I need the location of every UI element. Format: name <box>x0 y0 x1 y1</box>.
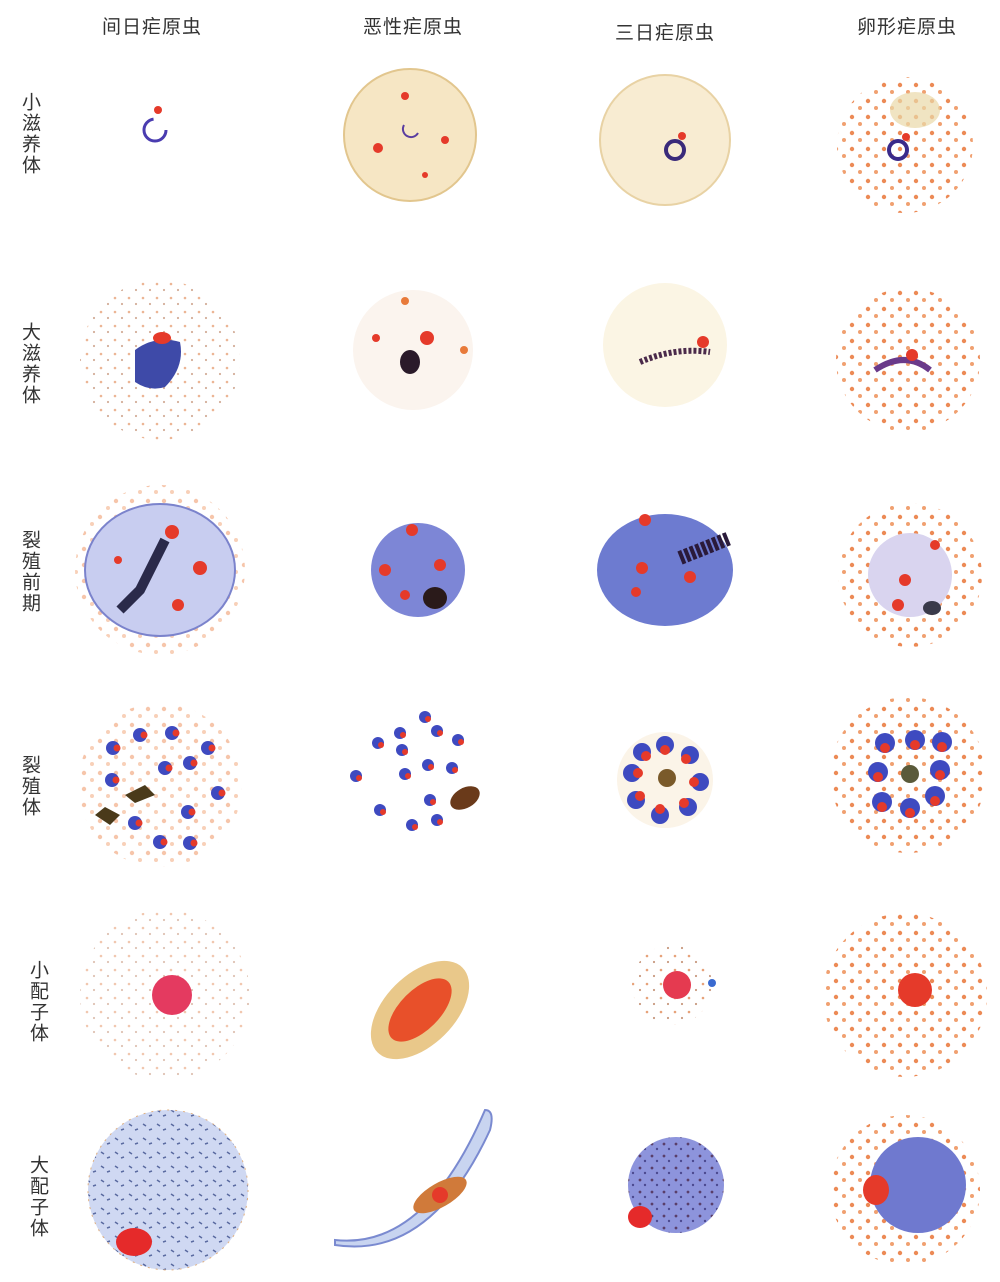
row-label: 小配子体 <box>22 960 52 1044</box>
column-header: 卵形疟原虫 <box>807 12 1000 39</box>
column-header: 三日疟原虫 <box>565 18 765 45</box>
column-header: 恶性疟原虫 <box>313 12 513 39</box>
row-label: 大配子体 <box>22 1155 52 1239</box>
illustrations <box>0 0 1000 1282</box>
row-label: 裂殖体 <box>14 755 44 818</box>
plate: 间日疟原虫 恶性疟原虫 三日疟原虫 卵形疟原虫 小滋养体 大滋养体 裂殖前期 裂… <box>0 0 1000 1282</box>
row-label: 大滋养体 <box>14 322 44 406</box>
row-label: 裂殖前期 <box>14 530 44 614</box>
column-header: 间日疟原虫 <box>52 12 252 39</box>
row-label: 小滋养体 <box>14 92 44 176</box>
